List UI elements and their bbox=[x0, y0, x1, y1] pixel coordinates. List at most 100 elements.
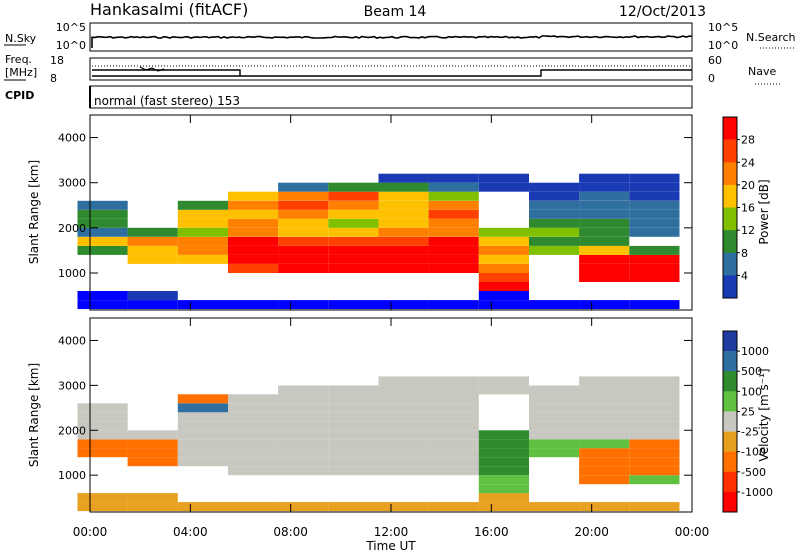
velocity-heatmap bbox=[77, 376, 680, 512]
x-tick-label: 08:00 bbox=[273, 525, 308, 539]
power-cell bbox=[529, 218, 580, 228]
station-title: Hankasalmi (fitACF) bbox=[90, 0, 248, 19]
velocity-cell bbox=[428, 421, 479, 431]
velocity-cell bbox=[228, 448, 279, 458]
velocity-colorbar: 1000 500 100 25 -25 -100 -500 -1000 bbox=[722, 330, 773, 513]
velocity-colorbar-swatch bbox=[723, 411, 737, 432]
power-cell bbox=[629, 191, 680, 201]
velocity-cell bbox=[579, 475, 630, 485]
power-cell bbox=[579, 173, 630, 183]
velocity-cell bbox=[278, 466, 329, 476]
power-cell bbox=[629, 254, 680, 264]
power-cell bbox=[579, 227, 630, 237]
power-cell bbox=[127, 227, 178, 237]
power-cell bbox=[77, 300, 128, 310]
power-cell bbox=[629, 273, 680, 282]
power-heatmap bbox=[77, 173, 680, 310]
velocity-colorbar-swatch bbox=[723, 451, 737, 473]
velocity-cell bbox=[278, 457, 329, 467]
power-cell bbox=[378, 245, 429, 255]
velocity-cell bbox=[629, 394, 680, 404]
velocity-cell bbox=[328, 385, 379, 395]
power-cell bbox=[529, 191, 580, 201]
power-cell bbox=[127, 236, 178, 246]
velocity-cell bbox=[328, 457, 379, 467]
velocity-cell bbox=[629, 385, 680, 395]
velocity-cell bbox=[378, 385, 429, 395]
velocity-cell bbox=[278, 439, 329, 449]
velocity-cell bbox=[428, 457, 479, 467]
power-cell bbox=[529, 245, 580, 255]
power-colorbar-swatch bbox=[723, 162, 737, 186]
freq-left-tick-low: 8 bbox=[50, 72, 57, 85]
power-cell bbox=[77, 218, 128, 228]
velocity-cell bbox=[378, 448, 429, 458]
date-title: 12/Oct/2013 bbox=[619, 4, 706, 20]
freq-left-tick-high: 18 bbox=[50, 54, 64, 67]
power-colorbar-tick-label: 24 bbox=[741, 156, 755, 169]
velocity-cell bbox=[228, 394, 279, 404]
velocity-cell bbox=[629, 412, 680, 422]
power-ylabel: Slant Range [km] bbox=[27, 160, 41, 264]
power-cell bbox=[177, 245, 228, 255]
velocity-cell bbox=[127, 430, 178, 440]
power-cell bbox=[529, 300, 580, 310]
y-tick-label: 4000 bbox=[58, 132, 86, 145]
power-cell bbox=[228, 227, 279, 237]
velocity-cell bbox=[529, 421, 580, 431]
velocity-cell bbox=[629, 403, 680, 413]
velocity-cell bbox=[428, 448, 479, 458]
power-colorbar-swatch bbox=[723, 207, 737, 231]
power-cell bbox=[278, 227, 329, 237]
velocity-cell bbox=[579, 448, 630, 458]
power-colorbar: 28 24 20 16 12 8 4 bbox=[722, 116, 755, 299]
power-colorbar-label: Power [dB] bbox=[757, 179, 771, 244]
velocity-cell bbox=[478, 493, 529, 503]
velocity-cell bbox=[77, 430, 128, 440]
power-cell bbox=[529, 200, 580, 210]
velocity-cell bbox=[579, 403, 630, 413]
power-cell bbox=[478, 245, 529, 255]
power-cell bbox=[177, 236, 228, 246]
power-cell bbox=[228, 209, 279, 219]
velocity-cell bbox=[228, 466, 279, 476]
velocity-cell bbox=[177, 457, 228, 467]
power-cell bbox=[328, 300, 379, 310]
velocity-cell bbox=[579, 502, 630, 512]
power-cell bbox=[378, 173, 429, 183]
power-cell bbox=[428, 254, 479, 264]
power-cell bbox=[378, 236, 429, 246]
velocity-cell bbox=[177, 448, 228, 458]
velocity-cell bbox=[378, 466, 429, 476]
velocity-cell bbox=[177, 403, 228, 413]
y-tick-label: 1000 bbox=[58, 469, 86, 482]
power-cell bbox=[328, 209, 379, 219]
power-cell bbox=[278, 264, 329, 273]
power-cell bbox=[228, 218, 279, 228]
power-cell bbox=[579, 236, 630, 246]
velocity-cell bbox=[579, 457, 630, 467]
power-cell bbox=[228, 300, 279, 310]
x-tick-label: 00:00 bbox=[675, 525, 710, 539]
velocity-cell bbox=[177, 412, 228, 422]
velocity-cell bbox=[478, 502, 529, 512]
velocity-cell bbox=[328, 466, 379, 476]
power-cell bbox=[478, 236, 529, 246]
power-colorbar-swatch bbox=[723, 117, 737, 140]
velocity-cell bbox=[127, 439, 178, 449]
power-cell bbox=[278, 209, 329, 219]
velocity-cell bbox=[228, 403, 279, 413]
velocity-cell bbox=[629, 457, 680, 467]
power-cell bbox=[478, 227, 529, 237]
cpid-label: CPID bbox=[5, 89, 34, 102]
power-cell bbox=[529, 182, 580, 192]
velocity-cell bbox=[428, 466, 479, 476]
power-cell bbox=[378, 200, 429, 210]
power-cell bbox=[77, 200, 128, 210]
power-cell bbox=[278, 191, 329, 201]
x-tick-label: 04:00 bbox=[173, 525, 208, 539]
freq-blip bbox=[139, 66, 165, 72]
power-cell bbox=[328, 245, 379, 255]
power-cell bbox=[328, 191, 379, 201]
velocity-cell bbox=[177, 430, 228, 440]
